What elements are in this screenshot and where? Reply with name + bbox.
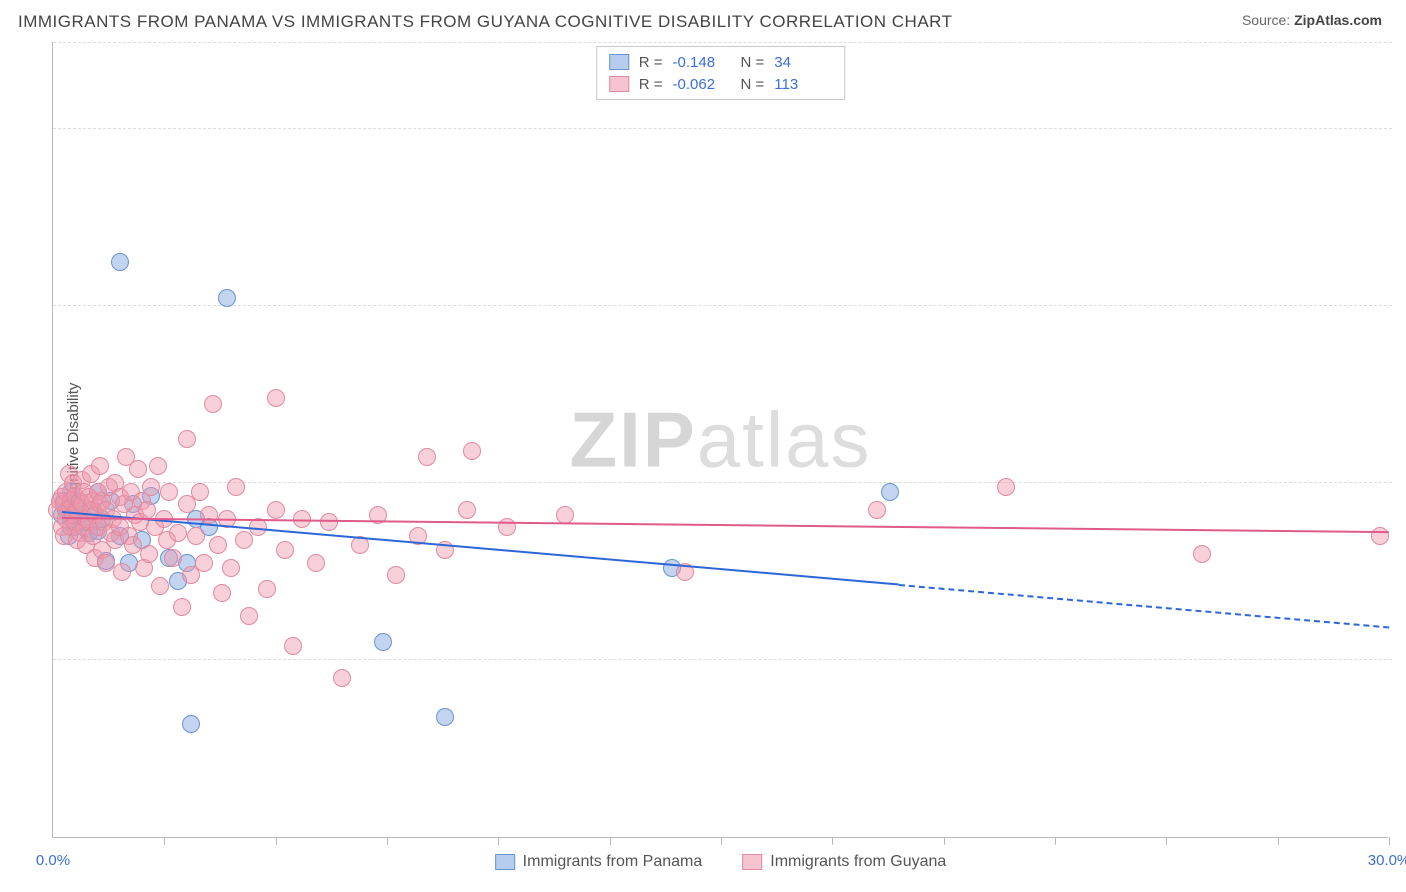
watermark: ZIPatlas <box>569 394 871 485</box>
legend-r-label: R = <box>639 76 663 93</box>
data-point <box>458 501 476 519</box>
data-point <box>868 501 886 519</box>
data-point <box>187 527 205 545</box>
data-point <box>182 715 200 733</box>
legend-swatch <box>609 76 629 92</box>
data-point <box>227 478 245 496</box>
data-point <box>140 545 158 563</box>
legend-series-name: Immigrants from Panama <box>523 853 703 871</box>
data-point <box>160 483 178 501</box>
data-point <box>240 607 258 625</box>
x-tick <box>610 837 611 845</box>
data-point <box>129 460 147 478</box>
data-point <box>173 598 191 616</box>
x-tick-label: 30.0% <box>1368 852 1406 869</box>
x-tick <box>276 837 277 845</box>
data-point <box>169 524 187 542</box>
data-point <box>320 513 338 531</box>
legend-swatch <box>495 854 515 870</box>
data-point <box>374 633 392 651</box>
gridline-h <box>53 482 1392 483</box>
gridline-h <box>53 128 1392 129</box>
data-point <box>111 253 129 271</box>
x-tick <box>1055 837 1056 845</box>
data-point <box>881 483 899 501</box>
trend-line-extrapolated <box>899 584 1389 628</box>
x-tick <box>387 837 388 845</box>
legend-n-label: N = <box>741 54 765 71</box>
chart-title: IMMIGRANTS FROM PANAMA VS IMMIGRANTS FRO… <box>18 12 953 32</box>
legend-swatch <box>609 54 629 70</box>
legend-series-item: Immigrants from Panama <box>495 853 703 871</box>
x-tick <box>1278 837 1279 845</box>
legend-n-value: 34 <box>774 54 832 71</box>
data-point <box>1193 545 1211 563</box>
chart-plot-area: ZIPatlas R =-0.148N =34R =-0.062N =113 I… <box>52 42 1388 838</box>
x-tick <box>1166 837 1167 845</box>
data-point <box>436 708 454 726</box>
x-tick <box>498 837 499 845</box>
legend-series-item: Immigrants from Guyana <box>742 853 946 871</box>
data-point <box>209 536 227 554</box>
x-tick <box>944 837 945 845</box>
source-prefix: Source: <box>1242 12 1294 28</box>
data-point <box>138 501 156 519</box>
x-tick <box>164 837 165 845</box>
data-point <box>267 389 285 407</box>
watermark-light: atlas <box>697 395 872 483</box>
legend-series: Immigrants from Panama Immigrants from Gu… <box>495 853 947 871</box>
data-point <box>149 457 167 475</box>
data-point <box>113 563 131 581</box>
legend-r-value: -0.148 <box>673 54 731 71</box>
data-point <box>213 584 231 602</box>
source-attribution: Source: ZipAtlas.com <box>1242 12 1382 28</box>
legend-series-name: Immigrants from Guyana <box>770 853 946 871</box>
data-point <box>258 580 276 598</box>
data-point <box>276 541 294 559</box>
x-tick <box>1389 837 1390 845</box>
data-point <box>91 457 109 475</box>
data-point <box>333 669 351 687</box>
gridline-h <box>53 305 1392 306</box>
data-point <box>307 554 325 572</box>
legend-stat-row: R = -0.062 N = 113 <box>609 73 833 95</box>
gridline-h <box>53 659 1392 660</box>
data-point <box>387 566 405 584</box>
data-point <box>284 637 302 655</box>
data-point <box>195 554 213 572</box>
data-point <box>178 430 196 448</box>
gridline-h <box>53 42 1392 43</box>
legend-stat-row: R = -0.148 N = 34 <box>609 51 833 73</box>
data-point <box>222 559 240 577</box>
legend-r-label: R = <box>639 54 663 71</box>
data-point <box>142 478 160 496</box>
data-point <box>418 448 436 466</box>
data-point <box>191 483 209 501</box>
legend-stats-box: R = -0.148 N = 34 R = -0.062 N = 113 <box>596 46 846 100</box>
source-name: ZipAtlas.com <box>1294 12 1382 28</box>
data-point <box>463 442 481 460</box>
watermark-bold: ZIP <box>569 395 696 483</box>
data-point <box>218 289 236 307</box>
legend-n-value: 113 <box>774 76 832 93</box>
data-point <box>164 549 182 567</box>
x-tick <box>832 837 833 845</box>
legend-r-value: -0.062 <box>673 76 731 93</box>
legend-swatch <box>742 854 762 870</box>
legend-n-label: N = <box>741 76 765 93</box>
data-point <box>151 577 169 595</box>
x-tick <box>721 837 722 845</box>
data-point <box>267 501 285 519</box>
data-point <box>204 395 222 413</box>
data-point <box>200 506 218 524</box>
data-point <box>1371 527 1389 545</box>
x-tick-label: 0.0% <box>36 852 70 869</box>
data-point <box>997 478 1015 496</box>
